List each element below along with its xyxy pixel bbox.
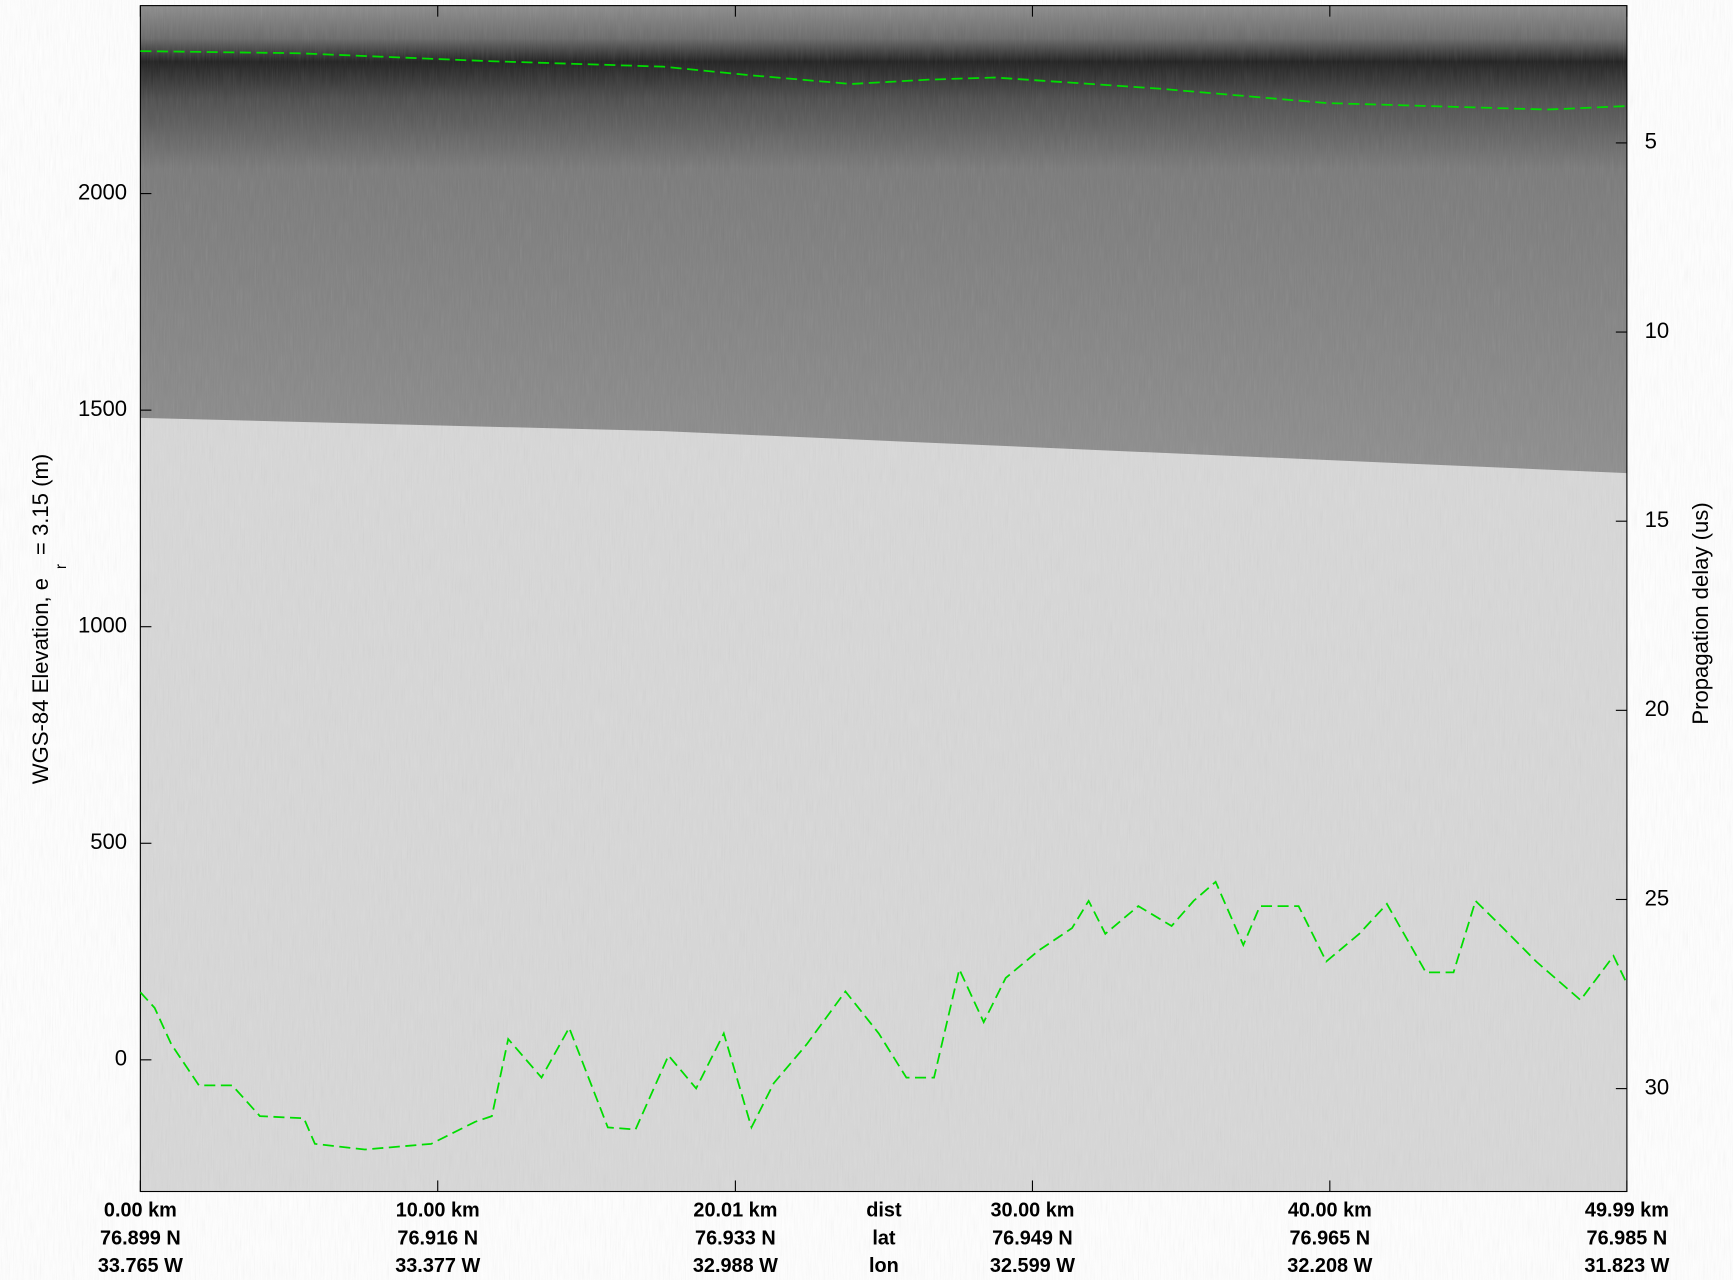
x-tick-label: 20.01 km <box>693 1200 777 1222</box>
x-tick-label: 40.00 km <box>1288 1200 1372 1222</box>
lon-label: 32.599 W <box>990 1255 1075 1277</box>
lat-label: 76.949 N <box>992 1227 1073 1249</box>
x-tick-label: 0.00 km <box>104 1200 177 1222</box>
lat-label: 76.899 N <box>100 1227 181 1249</box>
y-tick-label: 1500 <box>78 396 127 421</box>
y-tick-label: 500 <box>90 829 127 854</box>
lat-label: 76.985 N <box>1587 1227 1668 1249</box>
lon-label: 33.765 W <box>98 1255 183 1277</box>
y-tick-label: 0 <box>115 1046 127 1071</box>
row-name: dist <box>866 1200 902 1222</box>
echogram-texture <box>140 5 1627 1192</box>
lat-label: 76.965 N <box>1289 1227 1370 1249</box>
y2-tick-label: 15 <box>1645 507 1670 532</box>
y-axis-label: WGS-84 Elevation, e r = 3.15 (m) <box>28 454 70 784</box>
y2-tick-label: 10 <box>1645 318 1670 343</box>
row-name: lat <box>872 1227 896 1249</box>
row-name: lon <box>869 1255 899 1277</box>
lon-label: 32.208 W <box>1287 1255 1372 1277</box>
x-tick-label: 30.00 km <box>990 1200 1074 1222</box>
lon-label: 32.988 W <box>693 1255 778 1277</box>
y2-tick-label: 30 <box>1645 1074 1670 1099</box>
lat-label: 76.916 N <box>397 1227 478 1249</box>
lon-label: 31.823 W <box>1584 1255 1669 1277</box>
layer-line <box>139 880 1628 1151</box>
y2-tick-label: 25 <box>1645 885 1670 910</box>
y-tick-label: 1000 <box>78 613 127 638</box>
lon-label: 33.377 W <box>395 1255 480 1277</box>
layer-line <box>140 50 1627 111</box>
y-tick-label: 2000 <box>78 179 127 204</box>
y-axis-label-sub: r <box>53 564 70 569</box>
y2-tick-label: 20 <box>1645 696 1670 721</box>
y-axis-label-main: WGS-84 Elevation, e <box>28 578 53 784</box>
plot-frame <box>139 5 1628 1193</box>
y-axis-label-tail: = 3.15 (m) <box>28 454 53 555</box>
x-tick-label: 10.00 km <box>396 1200 480 1222</box>
lat-label: 76.933 N <box>695 1227 776 1249</box>
y2-axis-label: Propagation delay (us) <box>1688 502 1713 724</box>
y2-tick-label: 5 <box>1645 129 1657 154</box>
x-tick-label: 49.99 km <box>1585 1200 1669 1222</box>
